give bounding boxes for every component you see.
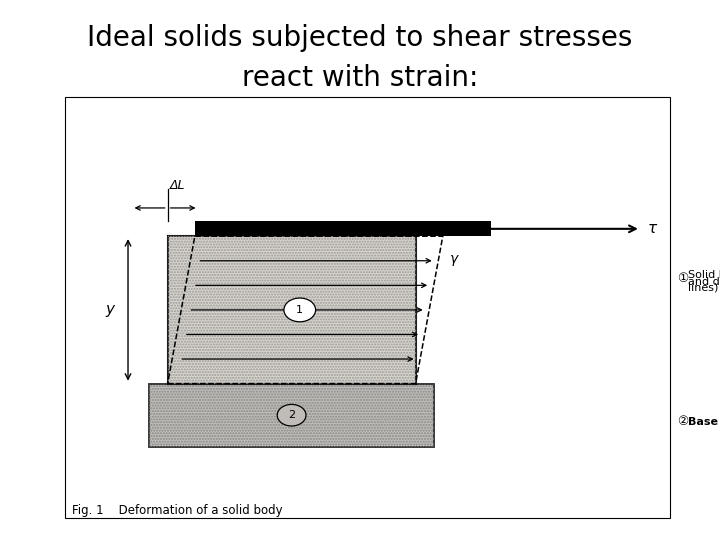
Text: γ: γ [450, 252, 458, 266]
Text: y: y [106, 302, 114, 318]
Text: τ: τ [648, 221, 657, 237]
Text: ②: ② [677, 415, 688, 428]
Bar [150, 383, 433, 447]
Text: react with strain:: react with strain: [242, 64, 478, 92]
Bar [195, 221, 491, 236]
Circle shape [277, 404, 306, 426]
Text: 1: 1 [296, 305, 303, 315]
Text: ΔL: ΔL [170, 179, 185, 192]
Text: Ideal solids subjected to shear stresses: Ideal solids subjected to shear stresses [87, 24, 633, 52]
Circle shape [284, 298, 315, 322]
Bar [168, 236, 415, 383]
Bar [150, 383, 433, 447]
Text: Solid body unstrained: Solid body unstrained [688, 270, 720, 280]
Text: lines): lines) [688, 283, 718, 293]
Text: and deformed (broken: and deformed (broken [688, 276, 720, 286]
Text: ①: ① [677, 272, 688, 285]
Text: 2: 2 [288, 410, 295, 420]
Text: Base plate: Base plate [688, 416, 720, 427]
Bar [168, 236, 415, 383]
Text: Fig. 1    Deformation of a solid body: Fig. 1 Deformation of a solid body [72, 504, 283, 517]
Bar [65, 97, 670, 518]
